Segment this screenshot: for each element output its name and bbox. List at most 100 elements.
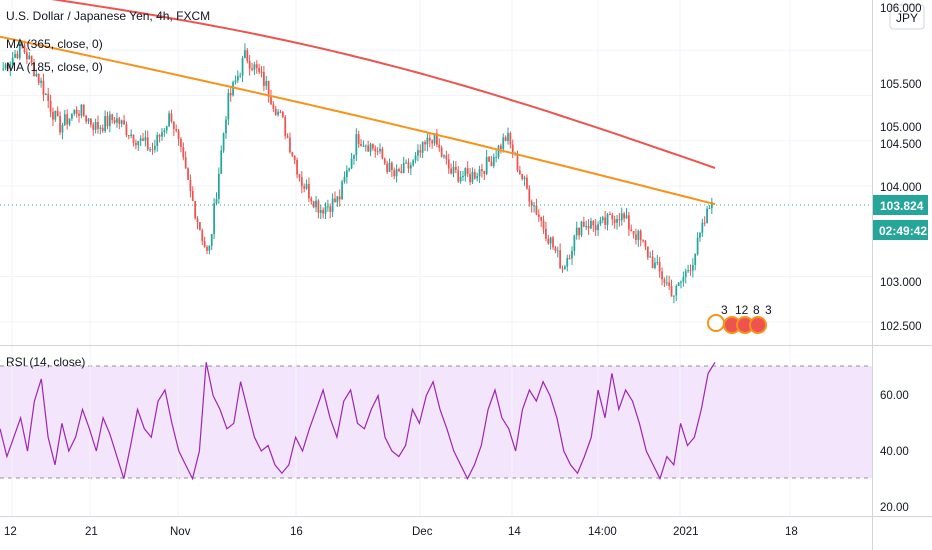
candle-body [440,147,443,157]
candle-body [566,258,569,267]
candle-body [44,93,47,95]
candle-body [215,199,218,204]
candle-body [338,196,341,200]
candle-body [125,124,128,136]
event-marker[interactable] [749,316,767,334]
candle-body [104,116,106,132]
price-axis[interactable]: 106.000 105.500 105.000 104.500 104.000 … [880,3,922,333]
candle-body [675,286,678,296]
candle-body [495,156,498,158]
candle-body [523,177,526,180]
candle-body [123,120,125,125]
candle-body [405,162,407,164]
candle-body [438,144,441,148]
rsi-axis[interactable]: 60.00 40.00 20.00 [880,390,909,514]
candle-body [16,53,19,58]
candle-body [92,124,95,130]
candle-body [194,201,197,219]
candle-body [239,75,242,77]
candle-body [303,186,306,189]
candle-body [658,262,661,272]
candle-body [246,50,249,62]
candle-body [362,145,365,147]
candle-body [142,138,144,141]
candle-body [220,150,223,174]
candle-body [623,213,626,219]
candle-body [497,145,500,157]
candle-body [94,121,97,130]
countdown-tag: 02:49:42 [873,220,928,240]
candle-body [270,96,272,105]
candle-body [466,168,469,175]
time-tick: 2021 [673,526,699,538]
candle-body [644,241,647,247]
candle-body [341,181,343,200]
candle-body [592,220,595,226]
price-tick: 105.500 [880,79,922,91]
candle-body [573,235,576,251]
candle-body [386,163,389,173]
candle-body [184,157,187,169]
event-marker[interactable] [707,314,725,332]
candle-body [11,57,14,64]
candle-body [298,174,301,178]
candle-body [293,156,296,161]
candle-body [315,200,317,208]
candle-body [263,71,265,86]
event-markers[interactable]: 3 12 8 3 [707,303,772,334]
candle-body [516,153,519,171]
candle-body [464,168,467,177]
candle-body [151,149,154,151]
candle-body [364,145,367,147]
time-axis[interactable]: 12 21 Nov 16 Dec 14 14:00 2021 18 [4,526,798,538]
candle-body [436,133,438,145]
candle-body [203,241,206,247]
candle-body [175,128,178,131]
ma-185-line [0,35,716,206]
candle-body [398,169,400,172]
candle-body [7,64,9,69]
ma-365-line [50,0,716,169]
candle-body [61,124,64,133]
candle-body [232,82,234,96]
candle-body [407,162,410,169]
candle-body [611,214,614,220]
candle-body [665,282,668,284]
candle-body [97,121,99,129]
candle-body [627,215,630,230]
candle-body [575,227,578,236]
candle-body [14,53,16,58]
candle-body [578,227,580,236]
candle-body [563,266,566,269]
rsi-legend[interactable]: RSI (14, close) [6,355,85,369]
chart-title[interactable]: U.S. Dollar / Japanese Yen, 4h, FXCM [6,9,210,23]
rsi-tick: 60.00 [880,390,909,402]
candle-body [542,220,545,229]
candle-body [59,116,61,133]
candle-body [379,148,381,152]
candle-body [630,229,633,232]
candle-body [279,111,282,113]
candle-body [170,113,173,122]
candle-body [326,206,329,208]
candle-body [616,219,618,223]
candle-body [457,170,460,182]
ma-365-legend[interactable]: MA (365, close, 0) [6,37,103,51]
candle-body [694,254,697,265]
currency-button[interactable]: JPY [889,4,925,30]
rsi-tick: 20.00 [880,502,909,514]
candle-body [286,135,289,138]
candle-body [2,68,5,70]
candle-body [85,115,88,122]
candle-body [101,127,104,132]
candle-body [585,226,588,228]
price-pane[interactable] [0,0,872,345]
candle-body [691,264,694,271]
price-tick: 103.000 [880,277,922,289]
candle-body [260,71,263,73]
ma-185-legend[interactable]: MA (185, close, 0) [6,60,103,74]
candle-body [66,114,69,125]
candle-body [21,42,24,45]
candle-body [308,184,310,199]
